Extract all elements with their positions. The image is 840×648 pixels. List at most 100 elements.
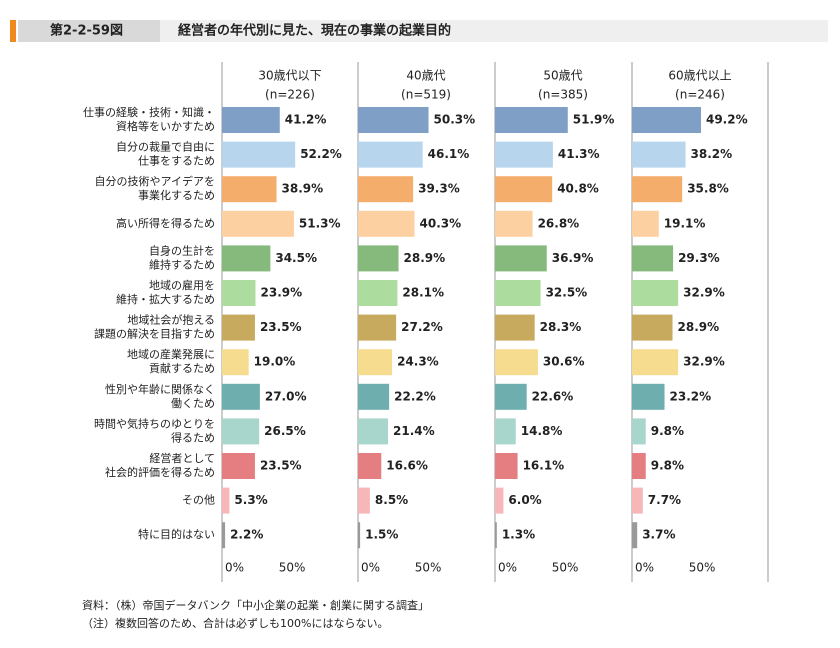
value-label: 8.5% bbox=[375, 493, 408, 507]
bar bbox=[222, 210, 294, 237]
bar bbox=[222, 176, 277, 203]
bar bbox=[358, 210, 415, 237]
category-label: 自分の裁量で自由に bbox=[116, 140, 215, 154]
bar bbox=[495, 487, 504, 514]
value-label: 32.9% bbox=[683, 286, 725, 300]
header-marker bbox=[10, 20, 16, 42]
bar bbox=[632, 487, 643, 514]
bar bbox=[358, 141, 423, 168]
value-label: 28.9% bbox=[678, 320, 720, 334]
bar bbox=[495, 176, 553, 203]
bar bbox=[495, 280, 541, 306]
bar bbox=[495, 522, 497, 549]
note: （注）複数回答のため、合計は必ずしも100%にはならない。 bbox=[82, 616, 388, 630]
value-label: 27.2% bbox=[401, 320, 443, 334]
category-label: 維持・拡大するため bbox=[116, 292, 215, 306]
bar bbox=[222, 141, 296, 168]
category-label: 得るため bbox=[171, 431, 215, 444]
category-label: 地域の雇用を bbox=[149, 278, 215, 292]
value-label: 5.3% bbox=[234, 493, 267, 507]
panel-subtitle: (n=519) bbox=[401, 88, 451, 102]
panel-title: 50歳代 bbox=[543, 69, 582, 83]
value-label: 39.3% bbox=[418, 182, 460, 196]
value-label: 50.3% bbox=[434, 113, 476, 127]
bar bbox=[632, 522, 638, 549]
bar bbox=[632, 453, 646, 479]
bar bbox=[222, 314, 255, 341]
note: 資料：（株）帝国データバンク「中小企業の起業・創業に関する調査」 bbox=[82, 598, 429, 612]
value-label: 16.1% bbox=[523, 459, 565, 473]
value-label: 51.3% bbox=[299, 216, 341, 230]
bar bbox=[358, 245, 399, 272]
value-label: 40.8% bbox=[557, 182, 599, 196]
panel-subtitle: (n=385) bbox=[538, 88, 588, 102]
value-label: 1.5% bbox=[365, 528, 398, 542]
category-label: 特に目的はない bbox=[138, 527, 215, 541]
panel-title: 30歳代以下 bbox=[258, 69, 321, 83]
x-tick-label: 50% bbox=[552, 561, 579, 575]
value-label: 21.4% bbox=[393, 424, 435, 438]
category-label: 性別や年齢に関係なく bbox=[105, 382, 215, 396]
category-label: 地域の産業発展に bbox=[127, 347, 215, 361]
x-tick-label: 0% bbox=[635, 561, 654, 575]
bar bbox=[358, 487, 370, 514]
value-label: 26.8% bbox=[538, 216, 580, 230]
x-tick-label: 0% bbox=[498, 561, 517, 575]
category-label: 事業化するため bbox=[138, 188, 215, 202]
category-label: 自分の技術やアイデアを bbox=[95, 174, 215, 188]
value-label: 19.0% bbox=[254, 355, 296, 369]
bar bbox=[632, 349, 679, 376]
value-label: 28.9% bbox=[404, 251, 446, 265]
category-label: 維持するため bbox=[149, 257, 215, 271]
panel-title: 60歳代以上 bbox=[668, 69, 731, 83]
value-label: 46.1% bbox=[428, 147, 470, 161]
x-tick-label: 50% bbox=[689, 561, 716, 575]
category-label: 課題の解決を目指すため bbox=[94, 327, 215, 341]
bar bbox=[222, 522, 226, 549]
value-label: 19.1% bbox=[664, 216, 706, 230]
value-label: 40.3% bbox=[420, 216, 462, 230]
category-label: 仕事の経験・技術・知識・ bbox=[83, 105, 215, 119]
category-label: その他 bbox=[182, 494, 215, 507]
value-label: 41.3% bbox=[558, 147, 600, 161]
value-label: 49.2% bbox=[706, 113, 748, 127]
bar bbox=[222, 349, 249, 376]
bar bbox=[632, 383, 665, 410]
value-label: 24.3% bbox=[397, 355, 439, 369]
bar bbox=[222, 107, 280, 133]
bar bbox=[632, 314, 673, 341]
bar bbox=[632, 176, 683, 203]
bar bbox=[358, 107, 429, 133]
value-label: 22.6% bbox=[532, 389, 574, 403]
value-label: 52.2% bbox=[300, 147, 342, 161]
bar bbox=[495, 245, 547, 272]
bar bbox=[495, 349, 538, 376]
label-box bbox=[18, 20, 160, 42]
value-label: 9.8% bbox=[651, 459, 684, 473]
chart-title: 経営者の年代別に見た、現在の事業の起業目的 bbox=[178, 23, 451, 39]
bar bbox=[632, 245, 674, 272]
value-label: 2.2% bbox=[230, 528, 263, 542]
bar bbox=[222, 245, 271, 272]
bar bbox=[632, 418, 646, 445]
value-label: 35.8% bbox=[687, 182, 729, 196]
value-label: 22.2% bbox=[394, 389, 436, 403]
bar bbox=[495, 453, 518, 479]
figure-label: 第2-2-59図 bbox=[50, 23, 123, 39]
bar bbox=[495, 383, 527, 410]
bar bbox=[358, 176, 414, 203]
panel-subtitle: (n=226) bbox=[265, 88, 315, 102]
value-label: 3.7% bbox=[642, 528, 675, 542]
category-label: 経営者として bbox=[149, 451, 215, 465]
value-label: 38.9% bbox=[282, 182, 324, 196]
value-label: 23.9% bbox=[261, 286, 303, 300]
category-label: 自身の生計を bbox=[149, 243, 215, 257]
category-label: 時間や気持ちのゆとりを bbox=[94, 416, 215, 430]
title-band bbox=[160, 20, 828, 42]
value-label: 29.3% bbox=[678, 251, 720, 265]
bar bbox=[222, 280, 256, 306]
bar bbox=[358, 314, 397, 341]
value-label: 28.3% bbox=[540, 320, 582, 334]
value-label: 27.0% bbox=[265, 389, 307, 403]
